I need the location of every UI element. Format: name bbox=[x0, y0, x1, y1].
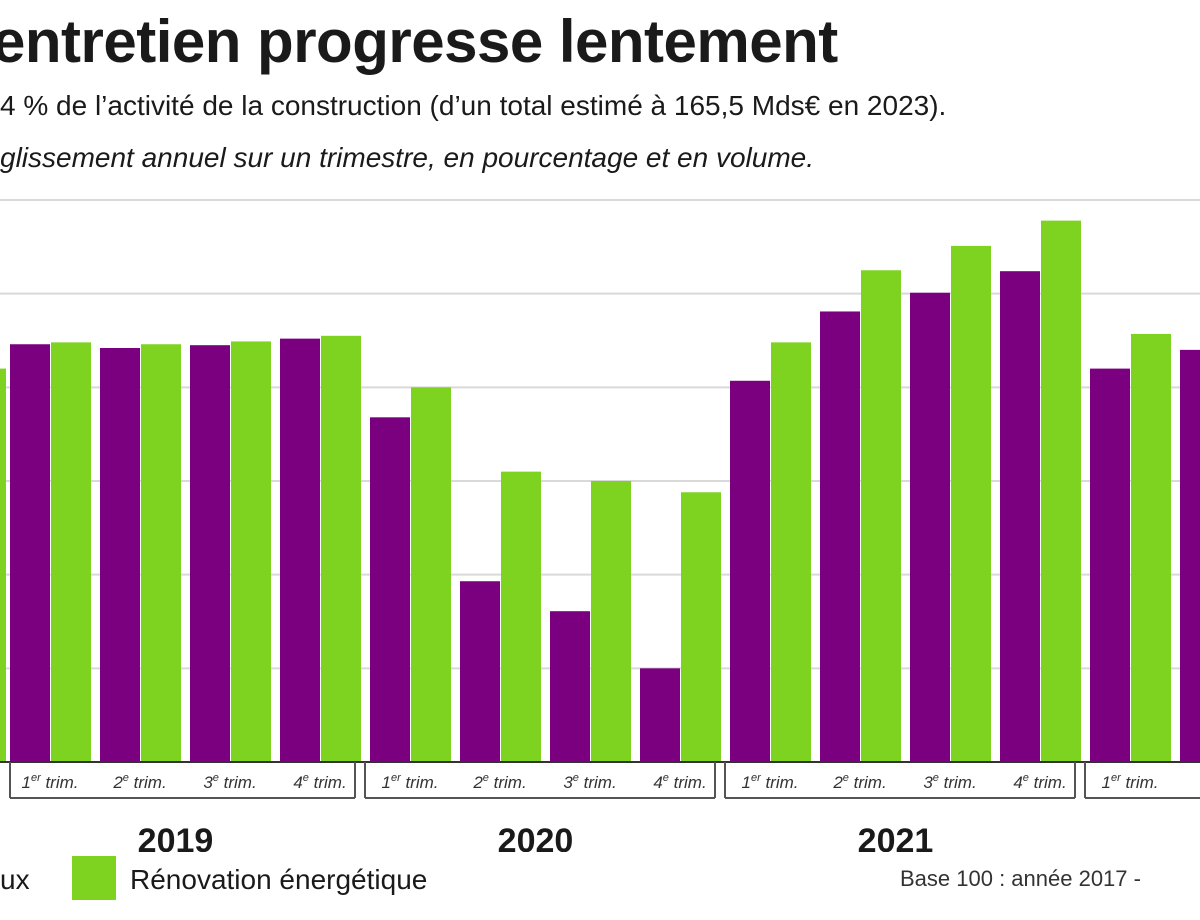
bar-series-a bbox=[370, 417, 410, 762]
bar-series-b bbox=[1131, 333, 1171, 762]
bar-series-a bbox=[1180, 349, 1200, 762]
bar-series-a bbox=[100, 347, 140, 762]
legend-label-series-b: Rénovation énergétique bbox=[130, 864, 428, 895]
category-tick-label: 1er trim. bbox=[741, 772, 798, 792]
category-tick-label: 3e trim. bbox=[563, 772, 616, 792]
chart-subtitle-note: glissement annuel sur un trimestre, en p… bbox=[0, 142, 815, 173]
legend-label-series-a: ux bbox=[0, 864, 30, 895]
category-tick-label: 2e trim. bbox=[832, 772, 886, 792]
bar-series-a bbox=[820, 311, 860, 762]
legend-swatch-series-b bbox=[72, 856, 116, 900]
bar-series-a bbox=[550, 611, 590, 762]
bar-chart: 1er trim. 2e trim. 3e trim. 4e trim. 1er tri… bbox=[0, 199, 1200, 852]
bar-series-a bbox=[280, 338, 320, 762]
category-labels: 1er trim. 2e trim. 3e trim. 4e trim. 1er tri… bbox=[9, 762, 1200, 799]
bar-series-a bbox=[460, 581, 500, 762]
bar-series-b bbox=[951, 245, 991, 762]
bar-series-a bbox=[910, 292, 950, 762]
bar-series-b bbox=[321, 335, 361, 762]
year-label: 2019 bbox=[138, 822, 214, 852]
category-tick-label: 3e trim. bbox=[203, 772, 256, 792]
bar-series-a bbox=[640, 668, 680, 762]
bar-series-a bbox=[730, 380, 770, 762]
category-tick-label: 4e trim. bbox=[653, 772, 706, 792]
bar-series-b bbox=[51, 342, 91, 762]
bar-series-a bbox=[1090, 368, 1130, 762]
category-tick-label: 1er trim. bbox=[381, 772, 438, 792]
bar-series-b bbox=[141, 344, 181, 762]
legend: ux Rénovation énergétique Base 100 : ann… bbox=[0, 852, 1200, 912]
bar-series-b bbox=[231, 341, 271, 762]
bar-series-b bbox=[411, 387, 451, 762]
bar-series-b bbox=[1041, 220, 1081, 762]
base-note: Base 100 : année 2017 - bbox=[900, 866, 1141, 891]
bar-series-a bbox=[10, 344, 50, 762]
bar-series-a bbox=[1000, 271, 1040, 762]
bar-series-b bbox=[501, 471, 541, 762]
bar-series-b bbox=[681, 492, 721, 762]
category-tick-label: 2e trim. bbox=[112, 772, 166, 792]
bar-series-b bbox=[771, 342, 811, 762]
category-tick-label: 1er trim. bbox=[1101, 772, 1158, 792]
year-label: 2021 bbox=[858, 822, 934, 852]
year-label: 2020 bbox=[498, 822, 574, 852]
category-tick-label: 4e trim. bbox=[1013, 772, 1066, 792]
bars bbox=[0, 220, 1200, 762]
bar-series-b bbox=[591, 481, 631, 762]
category-tick-label: 4e trim. bbox=[293, 772, 346, 792]
category-tick-label: 1er trim. bbox=[21, 772, 78, 792]
chart-title: entretien progresse lentement bbox=[0, 8, 838, 75]
year-labels: 2019 2020 2021 bbox=[138, 822, 934, 852]
chart-subtitle: 4 % de l’activité de la construction (d’… bbox=[0, 90, 947, 121]
category-tick-label: 2e trim. bbox=[472, 772, 526, 792]
bar-series-b bbox=[0, 368, 6, 762]
bar-series-b bbox=[861, 270, 901, 762]
category-tick-label: 3e trim. bbox=[923, 772, 976, 792]
bar-series-a bbox=[190, 345, 230, 762]
